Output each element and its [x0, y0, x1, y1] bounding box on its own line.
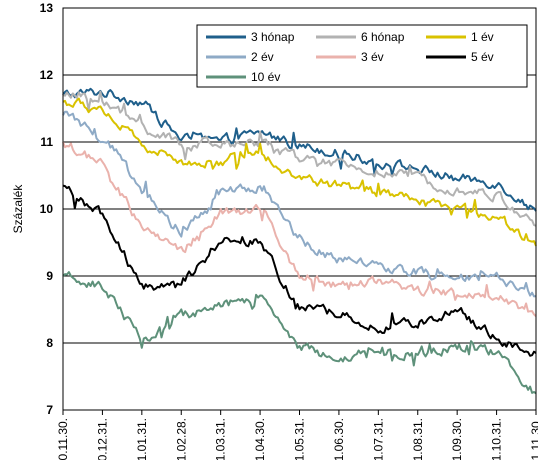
series-lines: [62, 87, 537, 395]
x-tick-label: 01.04.30.: [253, 418, 267, 460]
x-axis-ticks: 00.11.30. 00.12.31. 01.01.31. 01.02.28. 01.0…: [56, 410, 538, 460]
plot-frame: [62, 7, 537, 411]
y-axis-label: Százalék: [11, 184, 25, 234]
series-line-3: [62, 97, 537, 247]
x-tick-label: 01.05.31.: [293, 418, 307, 460]
y-tick-label: 13: [40, 1, 54, 15]
legend-label: 5 év: [471, 50, 494, 64]
x-tick-label: 01.07.31.: [371, 418, 385, 460]
x-tick-label: 01.09.30.: [450, 418, 464, 460]
y-tick-label: 8: [46, 336, 53, 350]
legend-box: [196, 24, 528, 88]
y-tick-label: 10: [40, 202, 54, 216]
legend: 3 hónap 6 hónap 1 év 2 év 3 év 5 év 10 év: [196, 24, 528, 88]
series-line-4: [62, 110, 537, 298]
x-tick-label: 01.08.31.: [411, 418, 425, 460]
legend-label: 3 év: [361, 50, 384, 64]
y-axis-ticks: 7 8 9 10 11 12 13: [40, 1, 54, 417]
x-tick-label: 01.06.30.: [332, 418, 346, 460]
series-line-7: [62, 271, 537, 395]
x-tick-label: 01.02.28.: [174, 418, 188, 460]
legend-label: 2 év: [251, 50, 274, 64]
y-tick-label: 9: [46, 269, 53, 283]
legend-label: 1 év: [471, 30, 494, 44]
y-tick-label: 7: [46, 403, 53, 417]
legend-label: 3 hónap: [251, 30, 295, 44]
x-tick-label: 01.03.31.: [214, 418, 228, 460]
y-tick-label: 12: [40, 68, 54, 82]
x-tick-label: 01.01.31.: [135, 418, 149, 460]
series-line-6: [62, 184, 537, 357]
series-line-1: [62, 87, 537, 212]
series-line-5: [62, 141, 537, 317]
x-tick-label: 00.11.30.: [56, 418, 70, 460]
x-tick-label: 00.12.31.: [95, 418, 109, 460]
x-tick-label: 01.10.31.: [490, 418, 504, 460]
legend-label: 6 hónap: [361, 30, 405, 44]
series-line-2: [62, 90, 537, 227]
legend-label: 10 év: [251, 70, 280, 84]
x-tick-label: 01.11.30.: [529, 418, 538, 460]
y-tick-label: 11: [40, 135, 53, 149]
